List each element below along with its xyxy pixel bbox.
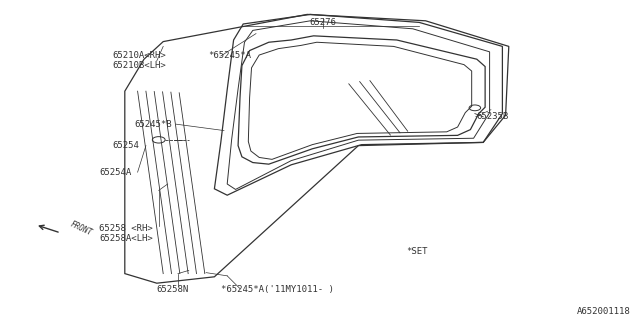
Text: 65258N: 65258N [157,285,189,294]
Text: A652001118: A652001118 [577,308,630,316]
Text: 65254A: 65254A [99,168,131,177]
Text: 65258 <RH>: 65258 <RH> [99,224,153,233]
Text: *65245*A: *65245*A [208,52,251,60]
Text: 65210A<RH>: 65210A<RH> [112,52,166,60]
Text: FRONT: FRONT [69,220,94,238]
Text: *SET: *SET [406,247,428,256]
Text: 65210B<LH>: 65210B<LH> [112,61,166,70]
Text: 65258A<LH>: 65258A<LH> [99,234,153,243]
Text: *65245*A('11MY1011- ): *65245*A('11MY1011- ) [221,285,333,294]
Text: 65254: 65254 [112,141,139,150]
Text: 65276: 65276 [310,18,337,27]
Text: 65245*B: 65245*B [134,120,172,129]
Text: 65235B: 65235B [477,112,509,121]
